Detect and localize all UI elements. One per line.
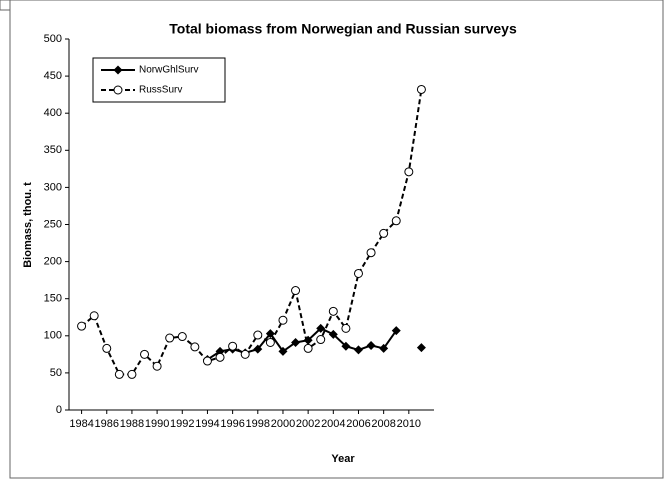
data-point bbox=[127, 369, 137, 379]
data-point bbox=[341, 323, 351, 333]
data-point bbox=[291, 337, 301, 347]
data-point bbox=[379, 228, 389, 238]
x-tick-label: 1984 bbox=[69, 418, 93, 430]
x-tick-label: 1994 bbox=[195, 418, 219, 430]
data-point bbox=[379, 343, 389, 353]
data-point bbox=[303, 343, 313, 353]
data-point bbox=[240, 349, 250, 359]
data-point bbox=[228, 341, 238, 351]
corner-box bbox=[0, 0, 11, 11]
data-point bbox=[416, 84, 426, 94]
data-point bbox=[353, 268, 363, 278]
x-tick-label: 1998 bbox=[246, 418, 270, 430]
y-tick-label: 300 bbox=[44, 181, 62, 193]
legend-label: RussSurv bbox=[139, 85, 182, 96]
data-point bbox=[202, 356, 212, 366]
data-point bbox=[291, 286, 301, 296]
x-tick-label: 1986 bbox=[95, 418, 119, 430]
y-tick-label: 400 bbox=[44, 107, 62, 119]
y-axis-label: Biomass, thou. t bbox=[22, 182, 34, 268]
x-axis-label: Year bbox=[331, 453, 355, 465]
data-point bbox=[140, 349, 150, 359]
chart-title: Total biomass from Norwegian and Russian… bbox=[169, 21, 517, 37]
data-point bbox=[265, 337, 275, 347]
data-point bbox=[265, 329, 275, 339]
y-tick-label: 450 bbox=[44, 70, 62, 82]
data-point bbox=[190, 342, 200, 352]
data-point bbox=[278, 315, 288, 325]
data-point bbox=[366, 248, 376, 258]
y-tick-label: 250 bbox=[44, 218, 62, 230]
legend-marker bbox=[113, 85, 123, 95]
x-tick-label: 2000 bbox=[271, 418, 295, 430]
data-point bbox=[89, 311, 99, 321]
data-point bbox=[404, 167, 414, 177]
data-point bbox=[77, 321, 87, 331]
data-point bbox=[391, 216, 401, 226]
x-tick-label: 2002 bbox=[296, 418, 320, 430]
y-tick-label: 100 bbox=[44, 330, 62, 342]
legend-box bbox=[92, 57, 226, 103]
data-point bbox=[165, 333, 175, 343]
data-point bbox=[278, 346, 288, 356]
y-tick-label: 150 bbox=[44, 293, 62, 305]
data-point bbox=[353, 345, 363, 355]
x-tick-label: 2008 bbox=[371, 418, 395, 430]
y-tick-label: 500 bbox=[44, 33, 62, 45]
x-tick-label: 1990 bbox=[145, 418, 169, 430]
y-tick-label: 350 bbox=[44, 144, 62, 156]
data-point bbox=[177, 332, 187, 342]
x-tick-label: 2006 bbox=[346, 418, 370, 430]
data-point bbox=[366, 340, 376, 350]
data-point bbox=[253, 330, 263, 340]
legend-marker bbox=[113, 65, 123, 75]
data-point bbox=[341, 341, 351, 351]
x-tick-label: 1996 bbox=[220, 418, 244, 430]
data-point bbox=[316, 335, 326, 345]
y-tick-label: 50 bbox=[50, 367, 62, 379]
data-point bbox=[215, 352, 225, 362]
data-point bbox=[152, 361, 162, 371]
y-tick-label: 200 bbox=[44, 256, 62, 268]
legend-label: NorwGhlSurv bbox=[139, 65, 198, 76]
data-point bbox=[328, 306, 338, 316]
x-tick-label: 1988 bbox=[120, 418, 144, 430]
data-point bbox=[391, 326, 401, 336]
series-line bbox=[80, 89, 423, 376]
data-point bbox=[328, 329, 338, 339]
x-tick-label: 2004 bbox=[321, 418, 345, 430]
x-tick-label: 1992 bbox=[170, 418, 194, 430]
y-tick-label: 0 bbox=[56, 404, 62, 416]
data-point bbox=[102, 343, 112, 353]
x-tick-label: 2010 bbox=[397, 418, 421, 430]
data-point bbox=[316, 323, 326, 333]
data-point bbox=[416, 343, 426, 353]
data-point bbox=[253, 344, 263, 354]
data-point bbox=[114, 369, 124, 379]
